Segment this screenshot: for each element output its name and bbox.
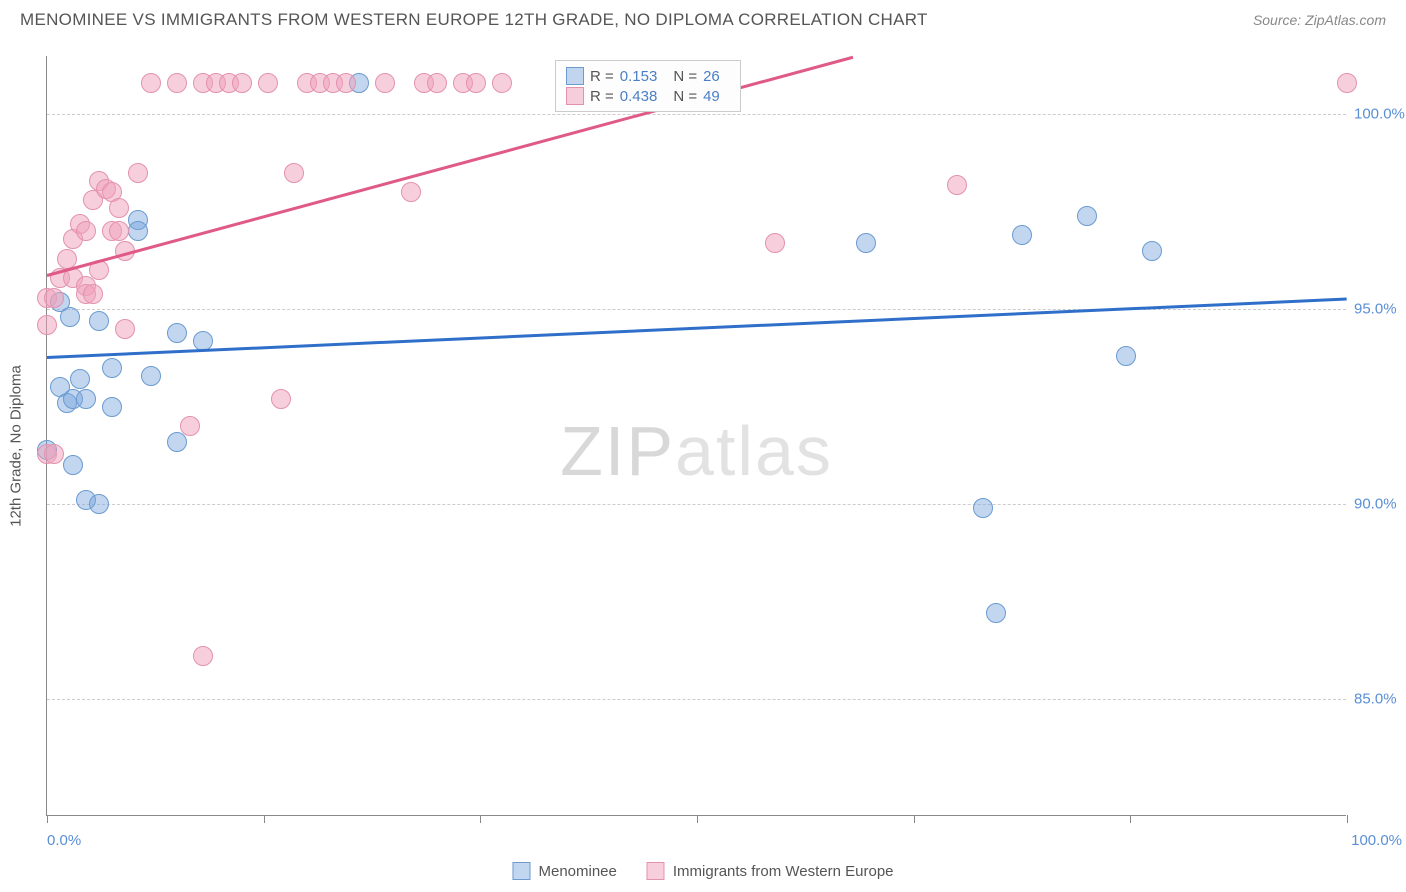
swatch-icon (566, 87, 584, 105)
swatch-icon (566, 67, 584, 85)
scatter-point (986, 603, 1006, 623)
scatter-point (102, 397, 122, 417)
y-axis-label: 12th Grade, No Diploma (8, 365, 25, 527)
scatter-point (947, 175, 967, 195)
y-tick-label: 100.0% (1354, 106, 1406, 123)
scatter-point (375, 73, 395, 93)
r-value: 0.153 (620, 68, 658, 85)
scatter-point (232, 73, 252, 93)
scatter-point (76, 389, 96, 409)
scatter-point (37, 315, 57, 335)
scatter-point (492, 73, 512, 93)
scatter-point (44, 444, 64, 464)
x-tick-label: 0.0% (47, 832, 81, 849)
scatter-point (1116, 346, 1136, 366)
n-value: 49 (703, 88, 720, 105)
scatter-point (466, 73, 486, 93)
scatter-point (70, 369, 90, 389)
legend-row: R = 0.153 N = 26 (566, 67, 730, 85)
scatter-point (141, 73, 161, 93)
watermark-thin: atlas (675, 412, 833, 490)
legend-item: Menominee (512, 862, 616, 880)
trend-line (47, 298, 1347, 359)
scatter-point (765, 233, 785, 253)
scatter-point (60, 307, 80, 327)
scatter-point (180, 416, 200, 436)
y-tick-label: 85.0% (1354, 691, 1406, 708)
scatter-point (1142, 241, 1162, 261)
scatter-point (193, 331, 213, 351)
header: MENOMINEE VS IMMIGRANTS FROM WESTERN EUR… (0, 0, 1406, 38)
scatter-point (258, 73, 278, 93)
swatch-icon (647, 862, 665, 880)
scatter-point (336, 73, 356, 93)
scatter-point (1077, 206, 1097, 226)
swatch-icon (512, 862, 530, 880)
scatter-point (89, 311, 109, 331)
watermark: ZIPatlas (560, 411, 833, 491)
scatter-point (401, 182, 421, 202)
scatter-point (109, 198, 129, 218)
scatter-point (167, 323, 187, 343)
scatter-point (1337, 73, 1357, 93)
series-legend: Menominee Immigrants from Western Europe (512, 862, 893, 880)
n-label: N = (673, 88, 697, 105)
chart-area: ZIPatlas 85.0%90.0%95.0%100.0%0.0%100.0% (46, 56, 1346, 816)
r-label: R = (590, 68, 614, 85)
scatter-point (44, 288, 64, 308)
correlation-legend: R = 0.153 N = 26 R = 0.438 N = 49 (555, 60, 741, 112)
legend-row: R = 0.438 N = 49 (566, 87, 730, 105)
source-label: Source: ZipAtlas.com (1253, 12, 1386, 28)
scatter-point (128, 221, 148, 241)
scatter-point (167, 73, 187, 93)
chart-title: MENOMINEE VS IMMIGRANTS FROM WESTERN EUR… (20, 10, 928, 30)
scatter-point (427, 73, 447, 93)
scatter-point (115, 319, 135, 339)
watermark-bold: ZIP (560, 412, 675, 490)
scatter-point (89, 494, 109, 514)
r-label: R = (590, 88, 614, 105)
scatter-point (284, 163, 304, 183)
scatter-point (128, 163, 148, 183)
n-label: N = (673, 68, 697, 85)
legend-item: Immigrants from Western Europe (647, 862, 894, 880)
scatter-point (856, 233, 876, 253)
legend-label: Menominee (538, 863, 616, 880)
scatter-point (109, 221, 129, 241)
scatter-point (83, 284, 103, 304)
scatter-point (102, 358, 122, 378)
scatter-point (76, 221, 96, 241)
x-tick-label: 100.0% (1351, 832, 1402, 849)
legend-label: Immigrants from Western Europe (673, 863, 894, 880)
scatter-point (193, 646, 213, 666)
scatter-point (63, 455, 83, 475)
n-value: 26 (703, 68, 720, 85)
r-value: 0.438 (620, 88, 658, 105)
scatter-point (141, 366, 161, 386)
y-tick-label: 90.0% (1354, 496, 1406, 513)
scatter-point (271, 389, 291, 409)
scatter-point (1012, 225, 1032, 245)
y-tick-label: 95.0% (1354, 301, 1406, 318)
scatter-point (973, 498, 993, 518)
